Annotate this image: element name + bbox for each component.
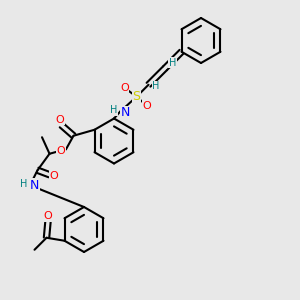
- Text: O: O: [56, 115, 64, 125]
- Text: N: N: [121, 106, 130, 119]
- Text: O: O: [142, 101, 152, 111]
- Text: O: O: [50, 171, 58, 181]
- Text: H: H: [20, 179, 27, 189]
- Text: S: S: [133, 90, 140, 103]
- Text: O: O: [56, 146, 65, 156]
- Text: O: O: [120, 83, 129, 93]
- Text: N: N: [30, 179, 39, 192]
- Text: H: H: [169, 58, 176, 68]
- Text: O: O: [44, 211, 52, 221]
- Text: H: H: [152, 81, 160, 91]
- Text: H: H: [110, 105, 118, 115]
